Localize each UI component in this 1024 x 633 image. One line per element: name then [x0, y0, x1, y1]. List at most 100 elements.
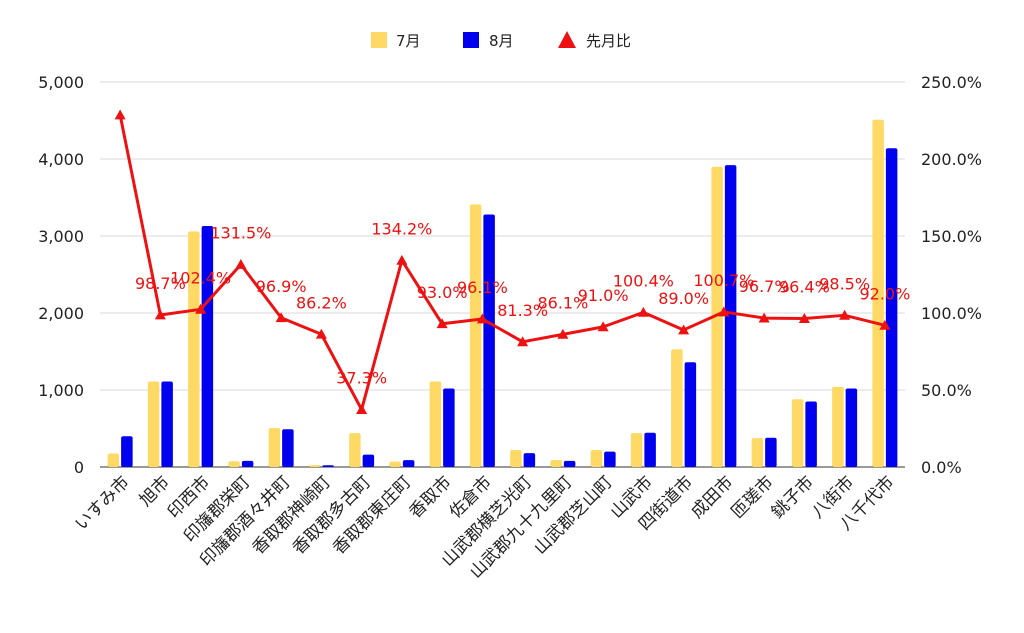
right-axis-ticks: 0.0% 50.0% 100.0% 150.0% 200.0% 250.0%: [921, 73, 982, 477]
ratio-marker: [114, 109, 126, 120]
bar-jul: [188, 231, 200, 467]
bar-jul: [147, 381, 160, 467]
ratio-data-label: 93.0%: [417, 283, 468, 302]
bar-jul: [429, 381, 442, 467]
category-label: 匝瑳市: [727, 472, 777, 522]
ratio-marker: [154, 309, 166, 320]
ratio-data-label: 131.5%: [210, 223, 271, 242]
bar-aug: [322, 465, 334, 467]
right-tick-label: 100.0%: [921, 304, 982, 323]
bar-aug: [885, 148, 898, 467]
ratio-data-label: 86.1%: [537, 293, 588, 312]
right-tick-label: 0.0%: [921, 458, 962, 477]
bar-jul: [510, 450, 522, 467]
bar-aug: [241, 460, 254, 467]
bar-jul: [550, 460, 562, 467]
category-label: いすみ市: [71, 472, 133, 534]
ratio-line: [118, 114, 886, 412]
left-axis-ticks: 0 1,000 2,000 3,000 4,000 5,000: [38, 73, 84, 477]
left-tick-label: 4,000: [38, 150, 84, 169]
ratio-marker: [557, 328, 569, 339]
ratio-marker: [235, 258, 247, 269]
ratio-data-label: 96.7%: [739, 277, 790, 296]
bar-aug: [765, 437, 777, 467]
left-tick-label: 5,000: [38, 73, 84, 92]
ratio-marker: [275, 312, 287, 323]
ratio-data-label: 91.0%: [578, 286, 629, 305]
bar-aug: [805, 401, 817, 467]
category-label: 成田市: [687, 472, 737, 522]
left-tick-label: 3,000: [38, 227, 84, 246]
right-tick-label: 150.0%: [921, 227, 982, 246]
ratio-marker: [597, 321, 609, 332]
ratio-marker: [678, 324, 690, 335]
ratio-data-label: 100.4%: [613, 271, 674, 290]
ratio-marker: [476, 313, 488, 324]
category-label: 香取市: [405, 472, 455, 522]
bar-jul: [711, 166, 723, 467]
legend: 7月 8月 先月比: [371, 31, 631, 50]
ratio-data-label: 134.2%: [371, 219, 432, 238]
ratio-marker: [396, 254, 408, 265]
ratio-marker: [718, 306, 730, 317]
bar-jul: [791, 399, 804, 467]
category-labels: いすみ市 旭市印西市印旛郡栄町印旛郡酒々井町香取郡神崎町香取郡多古町香取郡東庄町香…: [71, 472, 898, 582]
left-tick-label: 1,000: [38, 381, 84, 400]
bar-aug: [604, 451, 616, 467]
bar-jul: [590, 450, 603, 467]
bars: [107, 119, 898, 467]
ratio-marker: [356, 404, 368, 414]
bar-jul: [268, 428, 281, 467]
bar-aug: [684, 362, 697, 467]
ratio-marker: [879, 319, 891, 330]
bar-jul: [107, 453, 120, 467]
bar-aug: [644, 432, 656, 467]
ratio-data-label: 100.7%: [693, 271, 754, 290]
right-tick-label: 250.0%: [921, 73, 982, 92]
bar-jul: [469, 204, 482, 467]
bar-jul: [872, 119, 884, 467]
ratio-marker: [637, 306, 649, 317]
bar-jul: [630, 433, 643, 467]
legend-marker-ratio: [558, 31, 576, 48]
bar-jul: [389, 461, 401, 467]
ratio-line-layer: [114, 109, 891, 414]
category-label: 銚子市: [768, 472, 818, 522]
ratio-marker: [839, 309, 851, 320]
ratio-data-label: 102.4%: [170, 268, 231, 287]
ratio-data-label: 92.0%: [859, 284, 910, 303]
ratio-data-label: 96.4%: [779, 278, 830, 297]
bar-jul: [832, 386, 844, 467]
bar-aug: [443, 388, 455, 467]
ratio-data-label: 81.3%: [497, 301, 548, 320]
bar-aug: [523, 453, 536, 467]
legend-label-jul: 7月: [396, 32, 421, 50]
ratio-data-label: 86.2%: [296, 293, 347, 312]
bar-aug: [362, 454, 375, 467]
bar-aug: [563, 460, 576, 467]
right-tick-label: 200.0%: [921, 150, 982, 169]
bar-jul: [751, 438, 764, 467]
bar-aug: [483, 214, 495, 467]
bar-jul: [671, 349, 683, 467]
ratio-data-label: 96.9%: [256, 277, 307, 296]
ratio-marker: [758, 312, 770, 323]
ratio-marker: [436, 318, 448, 329]
bar-aug: [161, 381, 173, 467]
legend-label-aug: 8月: [489, 32, 514, 50]
ratio-marker: [195, 303, 207, 314]
legend-label-ratio: 先月比: [586, 32, 631, 50]
bar-jul: [228, 461, 240, 467]
legend-swatch-jul: [371, 32, 387, 48]
ratio-data-label: 89.0%: [658, 289, 709, 308]
ratio-data-label: 98.7%: [135, 274, 186, 293]
ratio-data-label: 98.5%: [819, 274, 870, 293]
ratio-data-label: 37.3%: [336, 369, 387, 388]
right-tick-label: 50.0%: [921, 381, 972, 400]
left-tick-label: 2,000: [38, 304, 84, 323]
ratio-data-labels: 98.7%102.4% 131.5% 96.9%86.2% 37.3% 134.2% 93…: [135, 219, 910, 387]
bar-aug: [845, 388, 858, 467]
bar-aug: [201, 225, 214, 467]
bar-jul: [349, 433, 361, 467]
